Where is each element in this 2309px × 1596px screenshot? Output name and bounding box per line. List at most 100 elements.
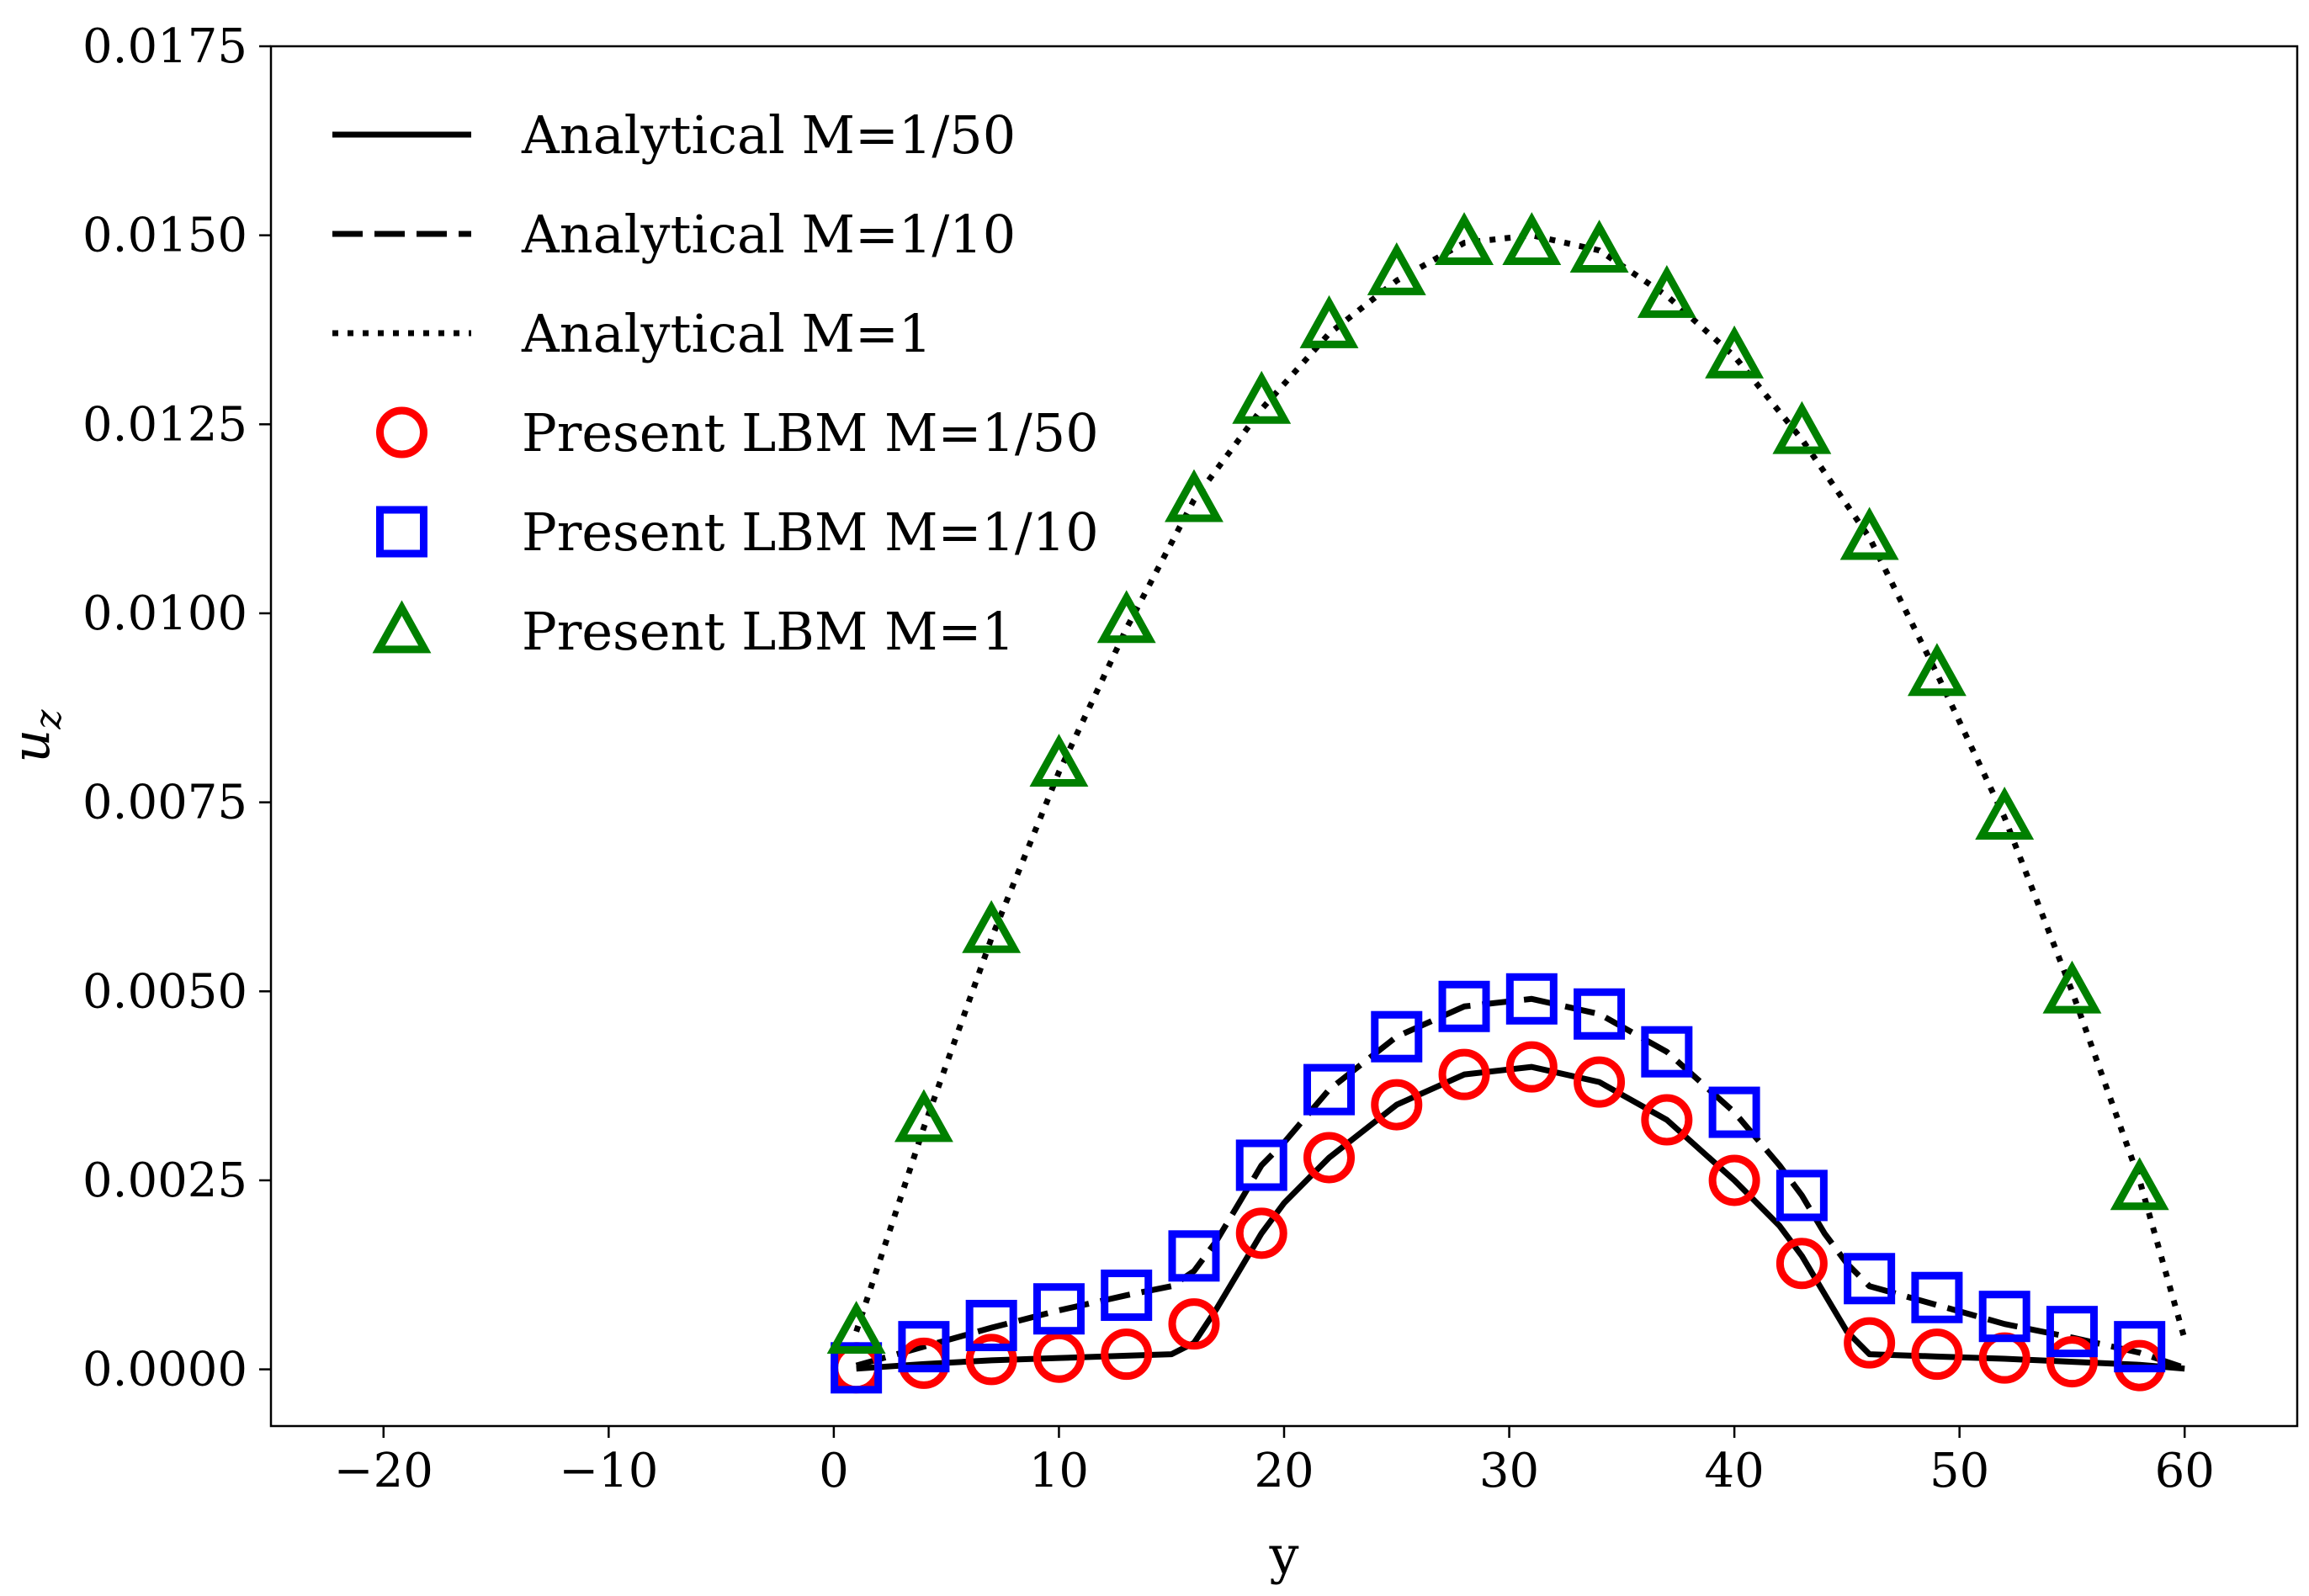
y-axis-label: uz (0, 709, 70, 763)
data-point-marker (894, 1089, 953, 1143)
data-point-marker (1438, 980, 1490, 1032)
data-point-marker (1844, 1253, 1896, 1305)
y-axis-label-subscript: z (27, 709, 70, 730)
data-point-marker (1641, 1026, 1693, 1078)
legend-item: Analytical M=1/50 (332, 104, 1016, 166)
data-point-marker (1505, 1041, 1558, 1093)
x-tick-label: 50 (1929, 1444, 1989, 1498)
data-point-marker (1168, 1298, 1220, 1350)
data-point-marker (1708, 1154, 1760, 1206)
legend-label: Present LBM M=1 (522, 601, 1015, 662)
legend-label: Present LBM M=1/10 (522, 501, 1099, 563)
data-point-marker (831, 1342, 883, 1394)
data-point-marker (1438, 1048, 1490, 1100)
data-point-marker (1101, 1270, 1153, 1322)
legend-item: Present LBM M=1 (372, 600, 1015, 662)
data-point-marker (1705, 325, 1765, 379)
data-point-marker (1101, 1328, 1153, 1381)
data-point-marker (826, 1301, 886, 1355)
data-point-marker (1371, 1010, 1423, 1063)
data-point-marker (1032, 1331, 1085, 1383)
x-tick-label: −10 (559, 1444, 658, 1498)
series-6 (826, 212, 2169, 1355)
data-point-marker (1911, 1271, 1963, 1323)
data-point-marker (1776, 1238, 1828, 1290)
legend-label: Analytical M=1/50 (521, 104, 1016, 166)
legend-label: Analytical M=1/10 (521, 204, 1016, 265)
x-axis-label: y (1268, 1524, 1298, 1586)
data-point-marker (1844, 1317, 1896, 1369)
data-point-marker (1708, 1086, 1760, 1138)
y-tick-label: 0.0075 (82, 776, 247, 830)
axes-layer: −20 −10 0 10 20 30 40 50 60 0.00000.00250.00500.… (0, 19, 2299, 1586)
data-point-marker (1569, 220, 1629, 273)
y-tick-label: 0.0000 (82, 1343, 247, 1397)
data-point-marker (2046, 1336, 2098, 1388)
y-axis-label-base: u (0, 729, 61, 763)
data-point-marker (1502, 212, 1562, 265)
legend: Analytical M=1/50 Analytical M=1/10 Analyt… (332, 104, 1099, 662)
data-point-marker (1911, 1328, 1963, 1381)
data-point-marker (1772, 400, 1832, 454)
y-tick-label: 0.0025 (82, 1153, 247, 1208)
x-tick-label: 10 (1029, 1444, 1089, 1498)
data-point-marker (1574, 1056, 1626, 1108)
legend-item: Present LBM M=1/50 (376, 402, 1099, 464)
data-point-marker (1232, 370, 1292, 424)
data-point-marker (1096, 590, 1156, 644)
data-point-marker (2110, 1157, 2169, 1211)
x-tick-label: 40 (1704, 1444, 1764, 1498)
data-point-marker (1367, 242, 1426, 295)
data-point-marker (2046, 1306, 2098, 1358)
data-point-marker (1303, 1063, 1356, 1116)
legend-item: Present LBM M=1/10 (376, 501, 1099, 563)
y-tick-label: 0.0175 (82, 19, 247, 74)
data-point-marker (1303, 1132, 1356, 1184)
data-point-marker (1165, 469, 1224, 522)
legend-swatch-marker (376, 506, 427, 558)
x-tick-label: 0 (819, 1444, 849, 1498)
data-point-marker (1299, 294, 1359, 348)
y-tick-label: 0.0125 (82, 397, 247, 452)
data-point-marker (2114, 1321, 2166, 1373)
data-point-marker (2042, 960, 2102, 1014)
data-point-marker (962, 899, 1022, 953)
data-point-marker (1435, 212, 1494, 265)
data-point-marker (898, 1321, 950, 1373)
x-axis-ticks: −20 −10 0 10 20 30 40 50 60 (334, 1426, 2215, 1498)
data-point-marker (1907, 643, 1967, 697)
y-tick-label: 0.0100 (82, 586, 247, 641)
x-tick-label: 30 (1479, 1444, 1539, 1498)
data-point-marker (1641, 1094, 1693, 1146)
data-point-marker (1371, 1079, 1423, 1131)
x-tick-label: −20 (334, 1444, 433, 1498)
data-point-marker (1235, 1139, 1287, 1191)
data-point-marker (965, 1299, 1017, 1351)
data-point-marker (1505, 973, 1558, 1025)
series-layer (826, 212, 2188, 1394)
legend-swatch-marker (376, 406, 427, 459)
data-point-marker (1235, 1207, 1287, 1259)
legend-item: Analytical M=1 (332, 303, 932, 364)
legend-item: Analytical M=1/10 (332, 204, 1016, 265)
data-point-marker (1168, 1230, 1220, 1282)
data-point-marker (1776, 1169, 1828, 1222)
data-point-marker (1032, 1283, 1085, 1335)
y-tick-label: 0.0150 (82, 209, 247, 263)
data-point-marker (1978, 1291, 2030, 1343)
legend-label: Present LBM M=1/50 (522, 402, 1099, 464)
data-point-marker (1029, 734, 1089, 787)
y-axis-ticks: 0.0000 0.0025 0.0050 0.0075 0.0100 0.0125 0.01… (82, 19, 271, 1397)
data-point-marker (1637, 264, 1696, 318)
series-5 (831, 973, 2166, 1394)
legend-label: Analytical M=1 (521, 303, 932, 364)
data-point-marker (1975, 787, 2035, 840)
y-tick-label: 0.0050 (82, 964, 247, 1019)
x-tick-label: 60 (2155, 1444, 2215, 1498)
data-point-marker (1574, 988, 1626, 1040)
x-tick-label: 20 (1254, 1444, 1314, 1498)
data-point-marker (965, 1334, 1017, 1386)
